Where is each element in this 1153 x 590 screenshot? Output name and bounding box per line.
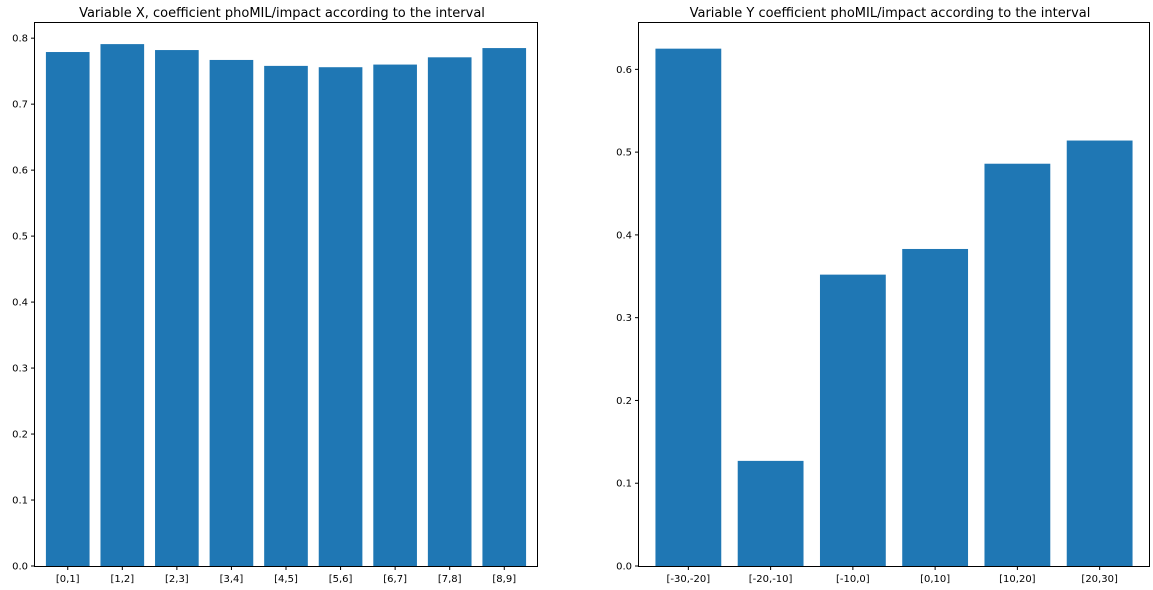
left-ytick-label-0: 0.0 [12,562,28,573]
left-xtick-label-4: [4,5] [274,574,298,585]
right-ytick-label-2: 0.2 [616,396,632,407]
right-chart-panel: Variable Y coefficient phoMIL/impact acc… [616,6,1150,585]
right-xtick-label-1: [-20,-10] [749,574,793,585]
right-ytick-label-0: 0.0 [616,562,632,573]
right-bar-0 [655,48,722,567]
right-ytick-label-4: 0.4 [616,230,632,241]
right-xtick-label-2: [-10,0] [836,574,870,585]
right-chart-title: Variable Y coefficient phoMIL/impact acc… [690,6,1091,21]
right-ytick-label-1: 0.1 [616,479,632,490]
left-xtick-label-1: [1,2] [110,574,134,585]
left-plot-frame [34,22,538,567]
left-ytick-label-3: 0.3 [12,364,28,375]
left-bar-1 [100,44,145,567]
right-xtick-label-3: [0,10] [920,574,950,585]
left-bar-2 [155,50,199,567]
right-xtick-label-5: [20,30] [1081,574,1118,585]
left-xtick-label-3: [3,4] [220,574,244,585]
right-bar-2 [819,274,886,566]
left-bar-0 [45,52,90,566]
left-chart-title: Variable X, coefficient phoMIL/impact ac… [79,6,485,21]
right-xtick-label-0: [-30,-20] [667,574,711,585]
left-ytick-label-7: 0.7 [12,100,28,111]
right-ytick-label-6: 0.6 [616,65,632,76]
left-ytick-label-8: 0.8 [12,34,28,45]
right-bar-1 [737,460,804,566]
right-plot-frame [638,22,1150,567]
left-chart-panel: Variable X, coefficient phoMIL/impact ac… [12,6,538,585]
right-bar-3 [902,248,969,566]
left-bar-6 [373,64,417,566]
left-xtick-label-6: [6,7] [383,574,407,585]
left-xtick-label-2: [2,3] [165,574,189,585]
right-ytick-label-5: 0.5 [616,148,632,159]
left-bar-4 [264,65,308,566]
right-ytick-label-3: 0.3 [616,313,632,324]
left-xtick-label-5: [5,6] [329,574,353,585]
left-bar-3 [209,59,254,566]
left-bar-7 [427,57,472,567]
left-bar-5 [318,67,363,567]
right-bar-5 [1066,140,1133,567]
left-ytick-label-1: 0.1 [12,496,28,507]
right-bar-4 [984,163,1051,566]
left-ytick-label-2: 0.2 [12,430,28,441]
left-xtick-label-8: [8,9] [492,574,516,585]
left-ytick-label-5: 0.5 [12,232,28,243]
left-ytick-label-6: 0.6 [12,166,28,177]
left-bar-8 [482,48,527,566]
left-xtick-label-0: [0,1] [56,574,80,585]
right-xtick-label-4: [10,20] [999,574,1036,585]
left-ytick-label-4: 0.4 [12,298,28,309]
left-xtick-label-7: [7,8] [438,574,462,585]
